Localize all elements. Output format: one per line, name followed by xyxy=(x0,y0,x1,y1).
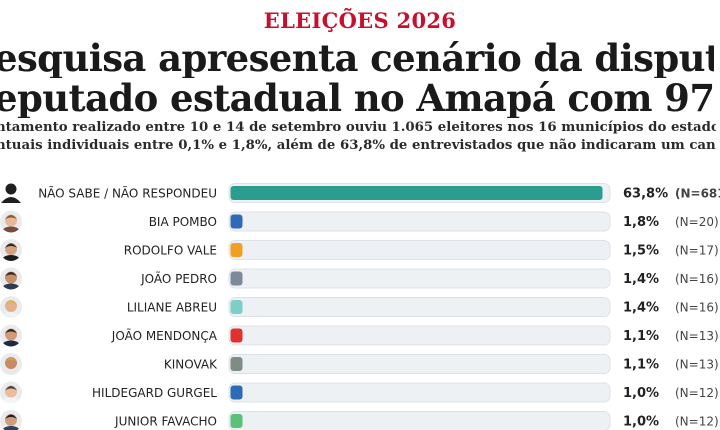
percent-label: 1,8% xyxy=(623,215,659,230)
bar xyxy=(230,357,243,371)
bar-track xyxy=(228,268,611,289)
avatar-hair xyxy=(5,243,17,248)
candidate-name: NÃO SABE / NÃO RESPONDEU xyxy=(38,186,217,201)
bar-track xyxy=(228,411,611,430)
sample-size-label: (N=12) xyxy=(675,386,719,400)
candidate-avatar xyxy=(0,296,22,318)
candidate-name: KINOVAK xyxy=(164,358,218,372)
candidate-avatar xyxy=(0,239,22,261)
bar xyxy=(230,385,243,400)
avatar-hair xyxy=(5,414,17,419)
bar xyxy=(230,186,603,200)
candidate-name: JUNIOR FAVACHO xyxy=(114,415,217,429)
avatar-hair xyxy=(5,215,17,220)
user-icon-body xyxy=(1,197,21,203)
candidate-avatar xyxy=(0,410,22,430)
sample-size-label: (N=13) xyxy=(675,358,719,372)
bar-row: NÃO SABE / NÃO RESPONDEU 63,8% (N=681 xyxy=(1,183,720,203)
candidate-name: LILIANE ABREU xyxy=(127,301,217,315)
percent-label: 1,0% xyxy=(623,415,659,430)
bar-row: JOÃO MENDONÇA 1,1% (N=13) xyxy=(0,324,719,347)
sample-size-label: (N=681 xyxy=(675,187,720,201)
avatar-photo xyxy=(0,296,22,318)
subheadline-line-1: ntamento realizado entre 10 e 14 de sete… xyxy=(0,120,716,135)
percent-label: 63,8% xyxy=(623,187,668,202)
generic-user-icon xyxy=(1,183,21,203)
bar xyxy=(230,414,243,428)
user-icon-head xyxy=(5,183,17,195)
percent-label: 1,1% xyxy=(623,358,659,373)
avatar-hair xyxy=(5,300,17,305)
candidate-avatar xyxy=(0,353,22,375)
avatar-shirt xyxy=(1,340,21,347)
bar xyxy=(230,271,243,286)
bar-track xyxy=(228,325,611,346)
sample-size-label: (N=12) xyxy=(675,415,719,429)
bar-track xyxy=(228,382,611,403)
avatar-photo xyxy=(0,267,22,290)
bar-row: JUNIOR FAVACHO 1,0% (N=12) xyxy=(0,410,719,430)
avatar-shirt xyxy=(1,369,21,375)
section-kicker: ELEIÇÕES 2026 xyxy=(263,8,457,33)
poll-bar-chart: NÃO SABE / NÃO RESPONDEU 63,8% (N=681 BIA P… xyxy=(0,183,720,430)
avatar-photo xyxy=(0,353,22,375)
bar-track xyxy=(228,297,611,317)
candidate-avatar xyxy=(0,267,22,290)
headline-line-1: esquisa apresenta cenário da disputa par… xyxy=(0,38,714,78)
subheadline-line-2: ntuais individuais entre 0,1% e 1,8%, al… xyxy=(0,138,716,153)
avatar-photo xyxy=(0,239,22,261)
bar xyxy=(230,328,243,343)
candidate-name: HILDEGARD GURGEL xyxy=(92,386,217,400)
bar-row: RODOLFO VALE 1,5% (N=17) xyxy=(0,239,719,261)
candidate-name: JOÃO PEDRO xyxy=(140,271,217,286)
avatar-shirt xyxy=(1,226,21,233)
avatar-photo xyxy=(0,410,22,430)
sample-size-label: (N=20) xyxy=(675,215,719,229)
avatar-hair xyxy=(5,272,17,277)
avatar-shirt xyxy=(1,312,21,318)
bar xyxy=(230,243,243,257)
bar-row: BIA POMBO 1,8% (N=20) xyxy=(0,210,719,233)
bar-track xyxy=(228,211,611,232)
avatar-shirt xyxy=(1,255,21,261)
bar-row: KINOVAK 1,1% (N=13) xyxy=(0,353,719,375)
avatar-hair xyxy=(5,386,17,391)
avatar-shirt xyxy=(1,397,21,404)
bar xyxy=(230,300,243,314)
sample-size-label: (N=16) xyxy=(675,272,719,286)
bar-track xyxy=(228,240,611,260)
avatar-photo xyxy=(0,381,22,404)
candidate-name: BIA POMBO xyxy=(149,215,217,229)
sample-size-label: (N=13) xyxy=(675,329,719,343)
candidate-name: RODOLFO VALE xyxy=(124,244,217,258)
bar-track xyxy=(228,354,611,374)
sample-size-label: (N=17) xyxy=(675,244,719,258)
headline-line-2: eputado estadual no Amapá com 97 nomes xyxy=(0,78,714,118)
avatar-photo xyxy=(0,210,22,233)
sample-size-label: (N=16) xyxy=(675,301,719,315)
bar-row: HILDEGARD GURGEL 1,0% (N=12) xyxy=(0,381,719,404)
avatar-photo xyxy=(0,324,22,347)
candidate-avatar xyxy=(0,324,22,347)
candidate-avatar xyxy=(0,381,22,404)
bar-row: LILIANE ABREU 1,4% (N=16) xyxy=(0,296,719,318)
percent-label: 1,4% xyxy=(623,272,659,287)
candidate-avatar xyxy=(0,210,22,233)
candidate-name: JOÃO MENDONÇA xyxy=(111,328,218,343)
bar-row: JOÃO PEDRO 1,4% (N=16) xyxy=(0,267,719,290)
percent-label: 1,4% xyxy=(623,301,659,316)
bar xyxy=(230,214,243,229)
avatar-shirt xyxy=(1,283,21,290)
percent-label: 1,0% xyxy=(623,386,659,401)
avatar-hair xyxy=(5,329,17,334)
avatar-hair xyxy=(5,357,17,362)
percent-label: 1,1% xyxy=(623,329,659,344)
percent-label: 1,5% xyxy=(623,244,659,259)
